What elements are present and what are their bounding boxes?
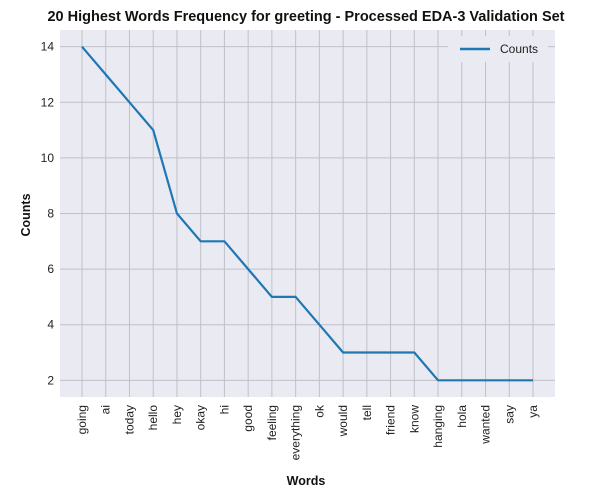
x-tick-label: feeling	[265, 405, 279, 440]
x-tick-label: okay	[194, 405, 208, 430]
y-tick-label: 10	[41, 151, 55, 165]
x-tick-label: tell	[360, 405, 374, 420]
legend: Counts	[448, 36, 548, 62]
y-tick-label: 6	[47, 262, 54, 276]
chart-title: 20 Highest Words Frequency for greeting …	[47, 9, 564, 25]
x-tick-label: hanging	[431, 405, 445, 448]
y-tick-label: 2	[47, 373, 54, 387]
y-tick-label: 4	[47, 318, 54, 332]
x-tick-label: wanted	[479, 405, 493, 445]
x-tick-label: ok	[312, 404, 326, 418]
x-tick-label: hey	[170, 405, 184, 424]
y-axis-ticks: 2 4 6 8 10 12 14	[41, 40, 55, 388]
legend-label-counts: Counts	[500, 42, 538, 56]
x-axis-ticks: going ai today hello hey okay hi good feeling eve…	[75, 404, 540, 460]
x-tick-label: say	[502, 405, 516, 424]
x-tick-label: good	[241, 405, 255, 432]
series-line-counts	[81, 45, 533, 382]
x-tick-label: ai	[99, 405, 113, 414]
grid	[60, 30, 555, 397]
x-tick-label: hi	[217, 405, 231, 414]
y-tick-label: 14	[41, 40, 55, 54]
x-tick-label: friend	[384, 405, 398, 435]
x-tick-label: would	[336, 405, 350, 437]
y-tick-label: 8	[47, 207, 54, 221]
x-tick-label: ya	[526, 405, 540, 418]
x-tick-label: everything	[289, 405, 303, 460]
x-tick-label: know	[407, 405, 421, 433]
x-axis-label: Words	[287, 474, 326, 488]
y-axis-label: Counts	[19, 193, 33, 236]
x-tick-label: today	[122, 405, 136, 434]
x-tick-label: going	[75, 405, 89, 434]
y-tick-label: 12	[41, 95, 55, 109]
x-tick-label: hello	[146, 405, 160, 431]
x-tick-label: hola	[455, 405, 469, 428]
